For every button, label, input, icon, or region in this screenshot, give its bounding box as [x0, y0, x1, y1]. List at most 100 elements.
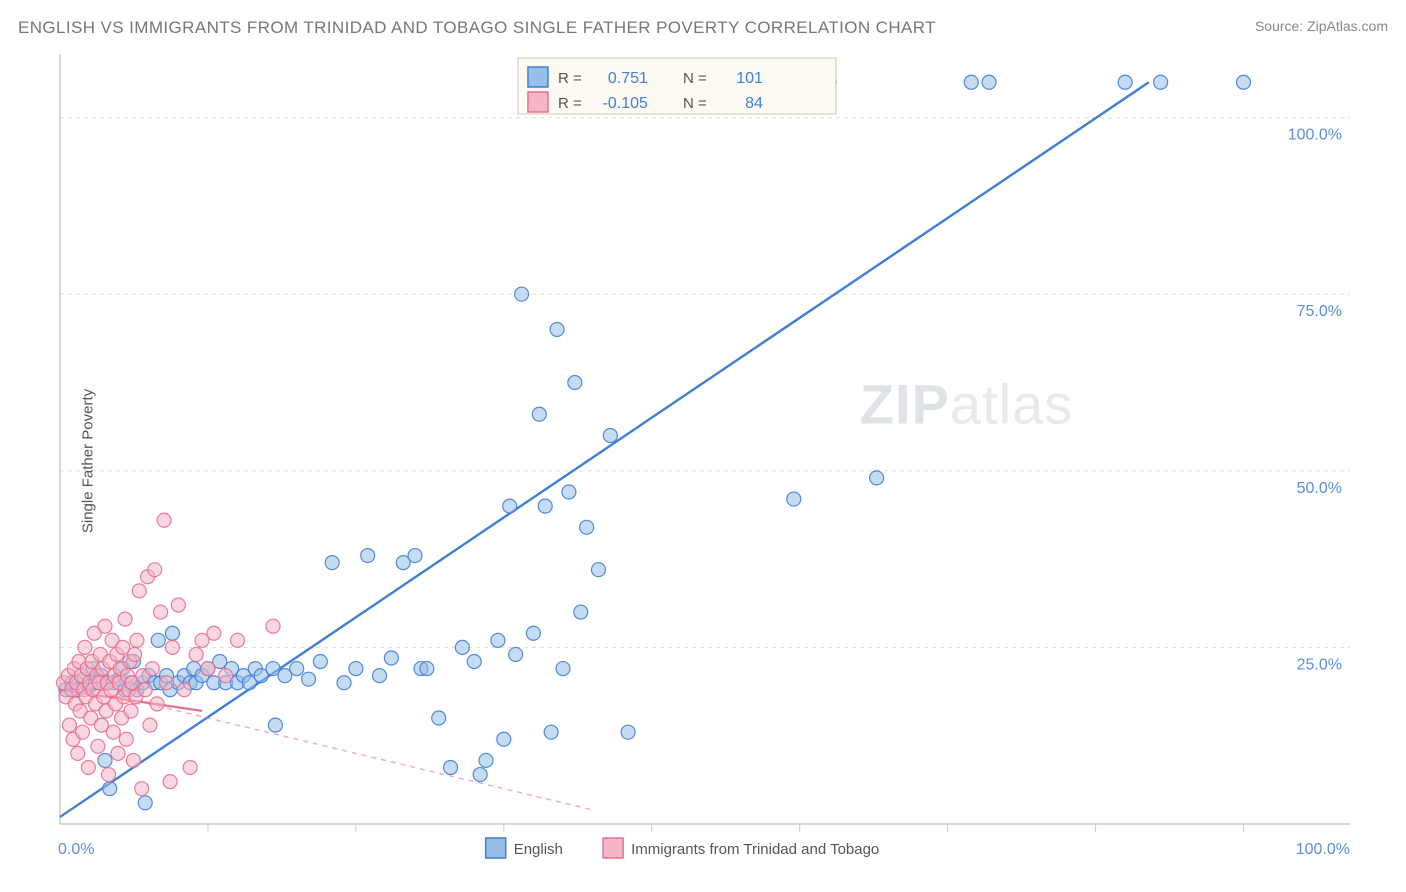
stats-text: 84 — [745, 95, 763, 112]
data-point — [1154, 75, 1168, 89]
data-point — [165, 640, 179, 654]
data-point — [420, 662, 434, 676]
data-point — [349, 662, 363, 676]
source-link[interactable]: ZipAtlas.com — [1307, 18, 1388, 34]
legend-label: English — [514, 841, 563, 858]
data-point — [982, 75, 996, 89]
data-point — [268, 718, 282, 732]
data-point — [98, 753, 112, 767]
data-point — [479, 753, 493, 767]
data-point — [119, 732, 133, 746]
y-tick-label: 75.0% — [1297, 303, 1342, 320]
data-point — [964, 75, 978, 89]
data-point — [75, 725, 89, 739]
data-point — [787, 492, 801, 506]
data-point — [603, 428, 617, 442]
data-point — [124, 704, 138, 718]
data-point — [171, 598, 185, 612]
data-point — [1118, 75, 1132, 89]
data-point — [591, 563, 605, 577]
data-point — [138, 796, 152, 810]
data-point — [207, 626, 221, 640]
data-point — [138, 683, 152, 697]
data-point — [128, 647, 142, 661]
x-corner-right: 100.0% — [1296, 841, 1350, 858]
data-point — [526, 626, 540, 640]
data-point — [183, 760, 197, 774]
data-point — [509, 647, 523, 661]
data-point — [313, 655, 327, 669]
stats-text: N = — [683, 70, 707, 87]
data-point — [373, 669, 387, 683]
data-point — [384, 651, 398, 665]
data-point — [621, 725, 635, 739]
data-point — [111, 746, 125, 760]
data-point — [135, 782, 149, 796]
data-point — [145, 662, 159, 676]
data-point — [189, 647, 203, 661]
y-tick-label: 25.0% — [1297, 656, 1342, 673]
data-point — [143, 718, 157, 732]
data-point — [266, 619, 280, 633]
data-point — [148, 563, 162, 577]
scatter-chart: 25.0%50.0%75.0%100.0%ZIPatlasR =0.751N =… — [18, 48, 1388, 874]
data-point — [102, 768, 116, 782]
y-tick-label: 100.0% — [1288, 127, 1342, 144]
data-point — [163, 775, 177, 789]
source-attribution: Source: ZipAtlas.com — [1255, 18, 1388, 34]
data-point — [503, 499, 517, 513]
data-point — [103, 782, 117, 796]
x-corner-left: 0.0% — [58, 841, 94, 858]
watermark: ZIPatlas — [860, 373, 1073, 436]
stats-text: N = — [683, 95, 707, 112]
data-point — [532, 407, 546, 421]
data-point — [574, 605, 588, 619]
data-point — [81, 760, 95, 774]
data-point — [78, 640, 92, 654]
data-point — [467, 655, 481, 669]
data-point — [568, 375, 582, 389]
data-point — [515, 287, 529, 301]
source-prefix: Source: — [1255, 18, 1307, 34]
data-point — [165, 626, 179, 640]
data-point — [177, 683, 191, 697]
data-point — [130, 633, 144, 647]
data-point — [150, 697, 164, 711]
data-point — [151, 633, 165, 647]
data-point — [550, 323, 564, 337]
data-point — [444, 760, 458, 774]
data-point — [154, 605, 168, 619]
data-point — [432, 711, 446, 725]
data-point — [126, 753, 140, 767]
chart-container: Single Father Poverty 25.0% 50.0% 75.0% 100… — [18, 48, 1388, 874]
data-point — [361, 549, 375, 563]
data-point — [160, 676, 174, 690]
data-point — [870, 471, 884, 485]
data-point — [562, 485, 576, 499]
data-point — [118, 612, 132, 626]
data-point — [91, 739, 105, 753]
data-point — [556, 662, 570, 676]
data-point — [98, 619, 112, 633]
y-tick-label: 50.0% — [1297, 480, 1342, 497]
data-point — [231, 633, 245, 647]
data-point — [290, 662, 304, 676]
stats-text: -0.105 — [603, 95, 648, 112]
data-point — [408, 549, 422, 563]
y-axis-label: Single Father Poverty — [80, 389, 97, 533]
data-point — [219, 669, 233, 683]
chart-header: ENGLISH VS IMMIGRANTS FROM TRINIDAD AND … — [18, 18, 1388, 44]
data-point — [580, 520, 594, 534]
data-point — [325, 556, 339, 570]
data-point — [106, 725, 120, 739]
stats-text: R = — [558, 95, 582, 112]
data-point — [62, 718, 76, 732]
data-point — [538, 499, 552, 513]
data-point — [497, 732, 511, 746]
data-point — [455, 640, 469, 654]
data-point — [71, 746, 85, 760]
data-point — [132, 584, 146, 598]
data-point — [491, 633, 505, 647]
data-point — [1236, 75, 1250, 89]
data-point — [337, 676, 351, 690]
